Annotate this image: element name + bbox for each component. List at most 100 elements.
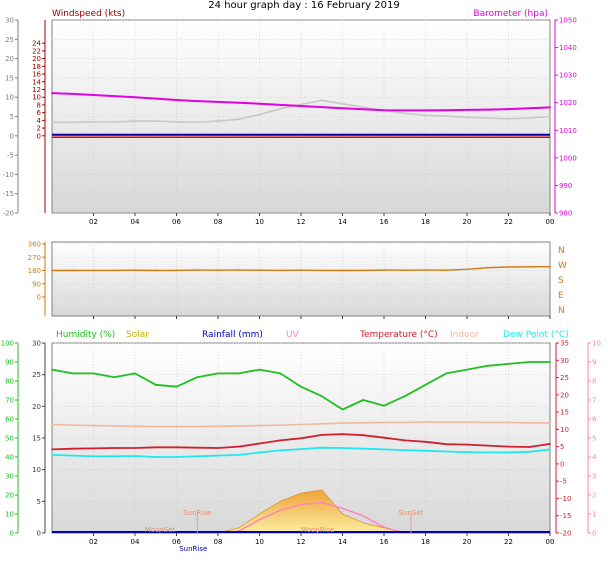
gust-series-point <box>258 113 261 116</box>
humidity-axis-tick-label: 50 <box>5 435 14 443</box>
dewpoint-series-point <box>486 451 489 454</box>
windspeed-axis-tick-label: 12 <box>32 86 41 94</box>
humidity-series-point <box>486 364 489 367</box>
uv-axis-tick-label: 0 <box>592 530 596 538</box>
uv-axis-tick-label: 8 <box>592 378 596 386</box>
panel-weather-x-tick-label: 10 <box>255 538 264 546</box>
humidity-series-point <box>424 383 427 386</box>
direction-series-point <box>528 265 531 268</box>
dewpoint-series-point <box>320 446 323 449</box>
panel-wind-x-tick-label: 14 <box>338 218 347 226</box>
wind-left-axis-tick-label: 5 <box>10 113 14 121</box>
direction-series-point <box>424 269 427 271</box>
humidity-series-point <box>383 404 385 407</box>
dewpoint-series-point <box>507 451 510 454</box>
temperature-series-point <box>217 447 219 449</box>
wind-left-axis-tick-label: 30 <box>5 17 14 25</box>
temperature-series-point <box>279 439 282 442</box>
barometer-series-point <box>549 106 551 109</box>
temperature-axis-tick-label: -20 <box>560 530 571 538</box>
direction-series-point <box>217 269 219 272</box>
wind-left-axis-tick-label: 0 <box>10 132 14 140</box>
humidity-series-point <box>528 361 531 363</box>
direction-series-point <box>320 269 323 272</box>
dewpoint-series-point <box>383 448 385 451</box>
dewpoint-series-point <box>466 451 468 454</box>
gust-series-point <box>71 121 74 124</box>
temperature-series-point <box>113 447 116 449</box>
panel-weather-x-tick-label: 04 <box>131 538 140 546</box>
wind-left-axis-tick-label: 20 <box>5 55 14 63</box>
indoor-series-point <box>300 423 302 426</box>
temperature-series-point <box>71 447 74 450</box>
legend-label: Humidity (%) <box>56 330 115 340</box>
temperature-series-point <box>383 436 385 439</box>
gust-series-point <box>154 120 157 123</box>
temperature-series-point <box>92 447 95 450</box>
gust-series-point <box>341 102 344 105</box>
windspeed-axis-tick-label: 2 <box>37 125 41 133</box>
direction-series-point <box>383 269 385 271</box>
humidity-series-point <box>71 372 74 375</box>
barometer-series-point <box>507 108 510 110</box>
temperature-series-point <box>320 433 323 436</box>
direction-series-point <box>445 269 448 272</box>
barometer-axis-tick-label: 1050 <box>559 17 577 25</box>
panel-wind-x-tick-label: 20 <box>463 218 472 226</box>
temperature-series-point <box>403 439 406 442</box>
uv-axis-tick-label: 5 <box>592 435 596 443</box>
indoor-series-point <box>92 424 95 427</box>
indoor-series-point <box>71 424 74 427</box>
gust-series-point <box>424 114 427 117</box>
humidity-series-point <box>279 372 282 375</box>
dewpoint-series-point <box>134 455 136 457</box>
gust-series-point <box>362 106 365 109</box>
indoor-series-point <box>445 421 448 424</box>
indoor-series-point <box>507 421 510 424</box>
compass-label: E <box>558 291 564 301</box>
barometer-series-point <box>424 109 427 112</box>
rainfall-axis-tick-label: 10 <box>32 466 41 474</box>
gust-series-point <box>279 107 282 110</box>
humidity-series-point <box>92 372 95 375</box>
indoor-series-point <box>217 425 219 428</box>
humidity-axis-tick-label: 90 <box>5 359 14 367</box>
humidity-axis-tick-label: 100 <box>1 340 14 348</box>
direction-series-point <box>486 266 489 269</box>
indoor-series-point <box>134 425 136 428</box>
indoor-series-point <box>258 424 261 427</box>
uv-series-point <box>383 526 385 529</box>
direction-axis-tick-label: 90 <box>32 280 41 288</box>
barometer-series-point <box>51 92 53 94</box>
uv-axis-tick-label: 1 <box>592 511 596 519</box>
legend-label: Temperature (°C) <box>359 330 438 340</box>
humidity-series-point <box>258 368 261 371</box>
direction-series-point <box>507 266 510 268</box>
humidity-axis-tick-label: 0 <box>10 530 14 538</box>
windspeed-axis-tick-label: 6 <box>37 109 42 117</box>
temperature-series-point <box>258 442 261 445</box>
panel-wind-x-tick-label: 12 <box>297 218 306 226</box>
windspeed-axis-tick-label: 16 <box>32 71 41 79</box>
event-marker-label: SunRise <box>183 509 211 517</box>
dewpoint-series-point <box>445 450 448 453</box>
windspeed-label: Windspeed (kts) <box>52 9 125 19</box>
temperature-series-point <box>196 446 199 449</box>
humidity-axis-tick-label: 40 <box>5 454 14 462</box>
humidity-series-point <box>175 385 178 388</box>
indoor-series-point <box>320 422 323 425</box>
indoor-series-point <box>403 421 406 424</box>
panel-weather-x-tick-label: 02 <box>89 538 98 546</box>
windspeed-axis-tick-label: 8 <box>37 101 41 109</box>
temperature-series-point <box>300 437 302 440</box>
gust-series-point <box>51 121 53 124</box>
direction-axis-tick-label: 360 <box>28 241 41 249</box>
dewpoint-series-point <box>362 447 365 450</box>
humidity-series-point <box>362 399 365 401</box>
humidity-series-point <box>549 361 551 363</box>
direction-series-point <box>196 269 199 271</box>
rainfall-axis-tick-label: 30 <box>32 340 41 348</box>
gust-series-point <box>549 115 551 118</box>
barometer-series-point <box>196 100 199 102</box>
